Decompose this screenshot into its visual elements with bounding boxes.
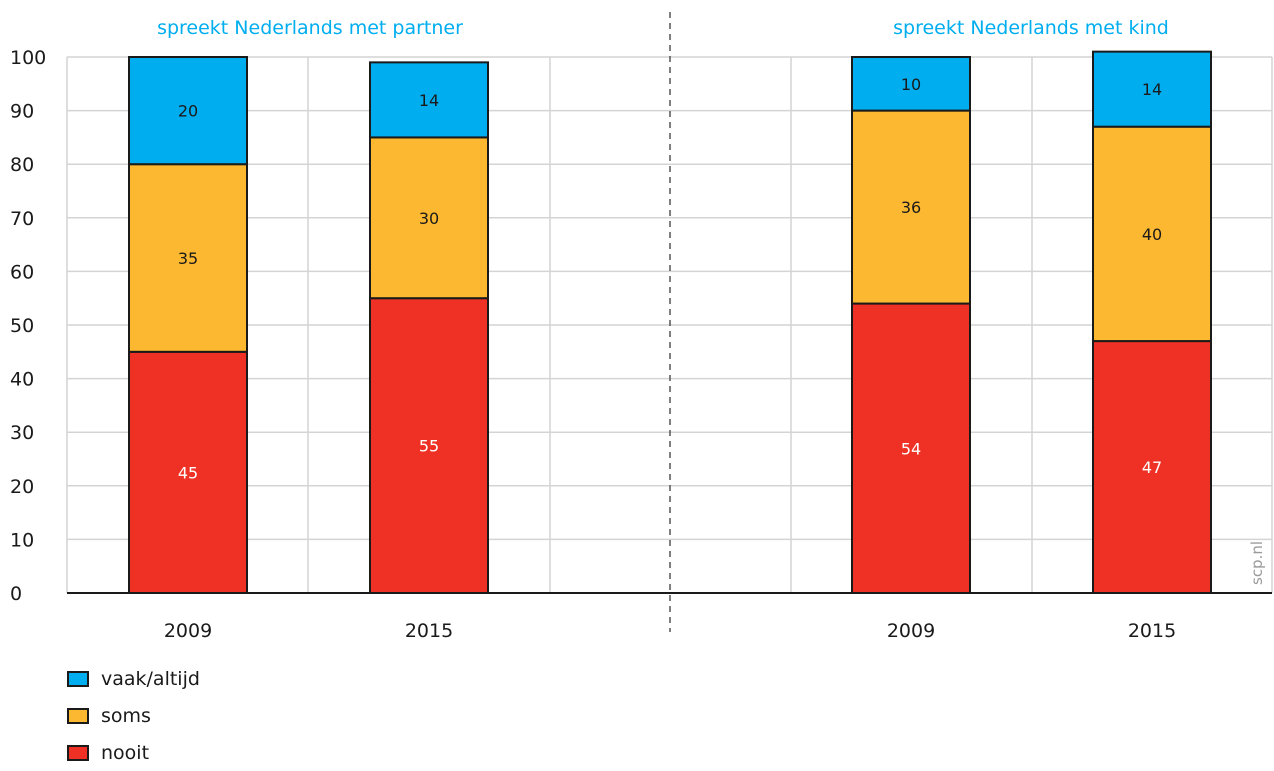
bar-segment-soms: [369, 136, 489, 300]
panel-title-1: spreekt Nederlands met partner: [157, 17, 463, 39]
y-tick-label: 10: [10, 529, 34, 551]
bar-segment-vaak-altijd: [369, 61, 489, 139]
bar-segment-nooit: [1092, 340, 1212, 594]
bars: 45 35 20 55 30 14 54 36 10 47 40 14: [128, 50, 1212, 594]
bar-segment-soms: [851, 109, 971, 305]
x-tick-label: 2009: [887, 620, 935, 642]
data-label: 20: [178, 102, 198, 121]
y-tick-label: 0: [10, 583, 22, 605]
x-tick-label: 2009: [164, 620, 212, 642]
x-tick-label: 2015: [405, 620, 453, 642]
y-tick-label: 50: [10, 315, 34, 337]
y-tick-label: 90: [10, 101, 34, 123]
bar-segment-vaak-altijd: [1092, 50, 1212, 128]
y-tick-label: 60: [10, 261, 34, 283]
bar-segment-vaak-altijd: [851, 56, 971, 112]
legend-item-nooit: nooit: [67, 734, 200, 771]
data-label: 14: [1142, 80, 1162, 99]
legend-item-vaak-altijd: vaak/altijd: [67, 660, 200, 697]
y-tick-label: 40: [10, 369, 34, 391]
y-tick-label: 100: [10, 47, 46, 69]
data-label: 55: [419, 437, 439, 456]
y-tick-label: 30: [10, 422, 34, 444]
stacked-bar-chart: 0 10 20 30 40 50 60 70 80 90 100 spreekt Nederland…: [10, 12, 1273, 642]
data-label: 30: [419, 209, 439, 228]
y-tick-label: 80: [10, 154, 34, 176]
data-label: 47: [1142, 458, 1162, 477]
bar-segment-soms: [128, 163, 248, 353]
legend-label: soms: [101, 704, 151, 727]
data-label: 54: [901, 439, 921, 458]
bar-segment-vaak-altijd: [128, 56, 248, 166]
x-tick-label: 2015: [1128, 620, 1176, 642]
legend-label: vaak/altijd: [101, 667, 200, 690]
data-label: 45: [178, 463, 198, 482]
legend-swatch-soms: [67, 707, 89, 724]
data-label: 36: [901, 198, 921, 217]
legend-swatch-nooit: [67, 744, 89, 761]
y-axis-ticks: 0 10 20 30 40 50 60 70 80 90 100: [10, 47, 46, 605]
legend-label: nooit: [101, 741, 150, 764]
data-label: 40: [1142, 225, 1162, 244]
data-label: 10: [901, 75, 921, 94]
legend-swatch-vaak-altijd: [67, 670, 89, 687]
y-tick-label: 70: [10, 208, 34, 230]
bar-segment-nooit: [851, 302, 971, 594]
data-label: 35: [178, 249, 198, 268]
legend: vaak/altijd soms nooit: [67, 660, 200, 771]
legend-item-soms: soms: [67, 697, 200, 734]
x-axis-ticks: 2009 2015 2009 2015: [164, 620, 1176, 642]
data-label: 14: [419, 91, 439, 110]
y-tick-label: 20: [10, 476, 34, 498]
panel-title-2: spreekt Nederlands met kind: [893, 17, 1169, 39]
panel-titles: spreekt Nederlands met partner spreekt Ne…: [157, 17, 1169, 39]
watermark: scp.nl: [1248, 541, 1266, 585]
bar-segment-soms: [1092, 125, 1212, 343]
